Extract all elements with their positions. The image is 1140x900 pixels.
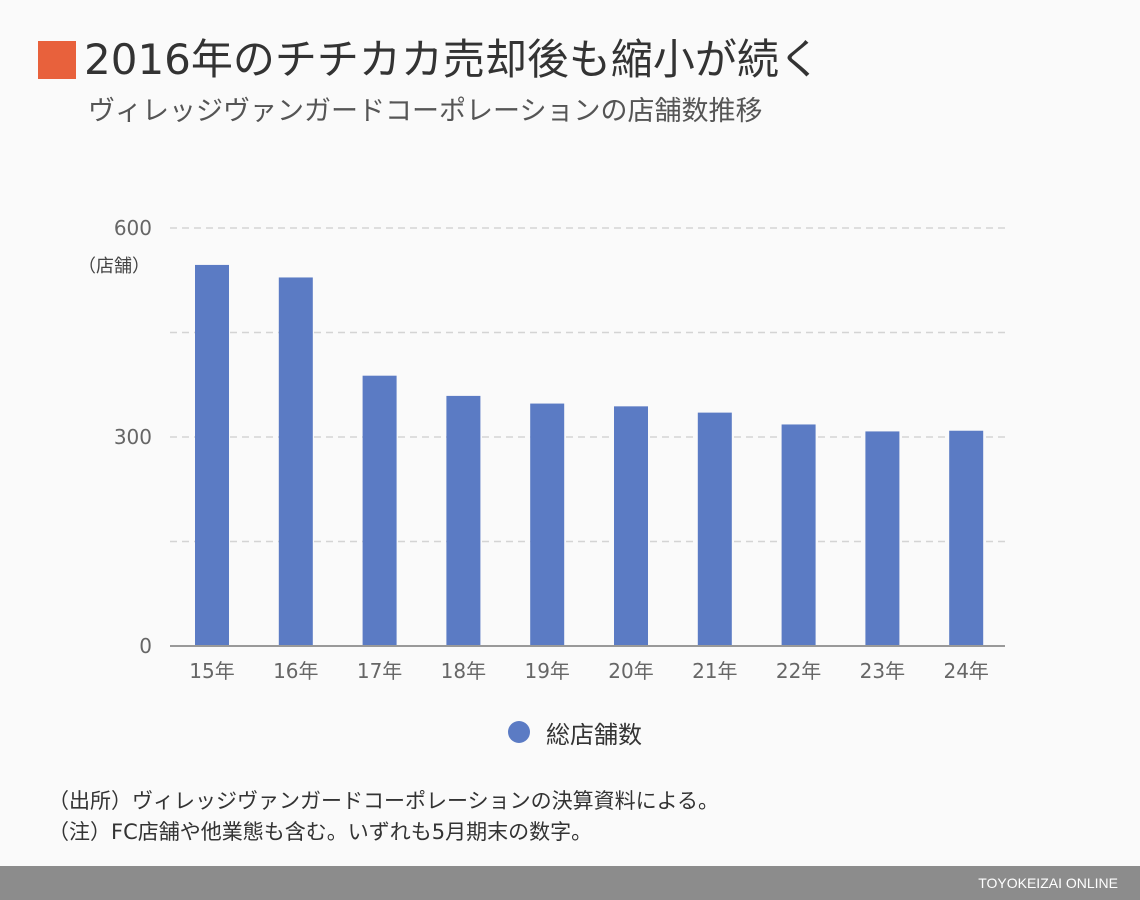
bars (195, 264, 984, 646)
source-note: （出所）ヴィレッジヴァンガードコーポレーションの決算資料による。 (48, 789, 719, 813)
source-notes: （出所）ヴィレッジヴァンガードコーポレーションの決算資料による。 （注）FC店舗… (48, 786, 719, 848)
bar (278, 277, 313, 646)
bar (614, 406, 648, 646)
x-tick-label: 15年 (189, 659, 234, 683)
bar (949, 430, 984, 646)
x-tick-label: 21年 (692, 659, 737, 683)
title-accent-square (38, 41, 76, 79)
footer-brand: TOYOKEIZAI ONLINE (978, 875, 1118, 891)
bar (195, 264, 229, 646)
x-tick-label: 19年 (524, 659, 569, 683)
chart-subtitle: ヴィレッジヴァンガードコーポレーションの店舗数推移 (88, 96, 763, 127)
bar (781, 424, 816, 646)
x-tick-label: 16年 (273, 659, 318, 683)
legend-label: 総店舗数 (546, 720, 642, 749)
legend-marker (508, 721, 530, 743)
x-tick-labels: 15年 16年 17年 18年 19年 20年 21年 22年 23年 24年 (189, 659, 989, 683)
bar-chart: 0 300 600 （店舗） 15年 16年 17年 18年 19年 20年 21年 22年 23年… (78, 216, 1005, 683)
bar (865, 431, 900, 646)
footnote: （注）FC店舗や他業態も含む。いずれも5月期末の数字。 (48, 820, 593, 844)
footer-bar: TOYOKEIZAI ONLINE (0, 866, 1140, 900)
x-tick-label: 18年 (441, 659, 486, 683)
chart-title: 2016年のチチカカ売却後も縮小が続く (84, 35, 821, 84)
y-tick-label: 0 (139, 634, 152, 658)
bar (446, 395, 481, 646)
legend: 総店舗数 (508, 715, 642, 749)
x-tick-label: 23年 (860, 659, 905, 683)
x-tick-label: 24年 (943, 659, 988, 683)
title-row: 2016年のチチカカ売却後も縮小が続く (38, 30, 821, 90)
bar (697, 412, 732, 646)
y-tick-label: 300 (114, 425, 152, 449)
y-tick-label: 600 (114, 216, 152, 240)
x-tick-label: 17年 (357, 659, 402, 683)
x-tick-label: 20年 (608, 659, 653, 683)
x-tick-label: 22年 (776, 659, 821, 683)
bar (530, 403, 565, 646)
y-tick-labels: 0 300 600 (114, 216, 152, 658)
y-axis-unit-label: （店舗） (78, 256, 150, 277)
bar (362, 375, 397, 646)
